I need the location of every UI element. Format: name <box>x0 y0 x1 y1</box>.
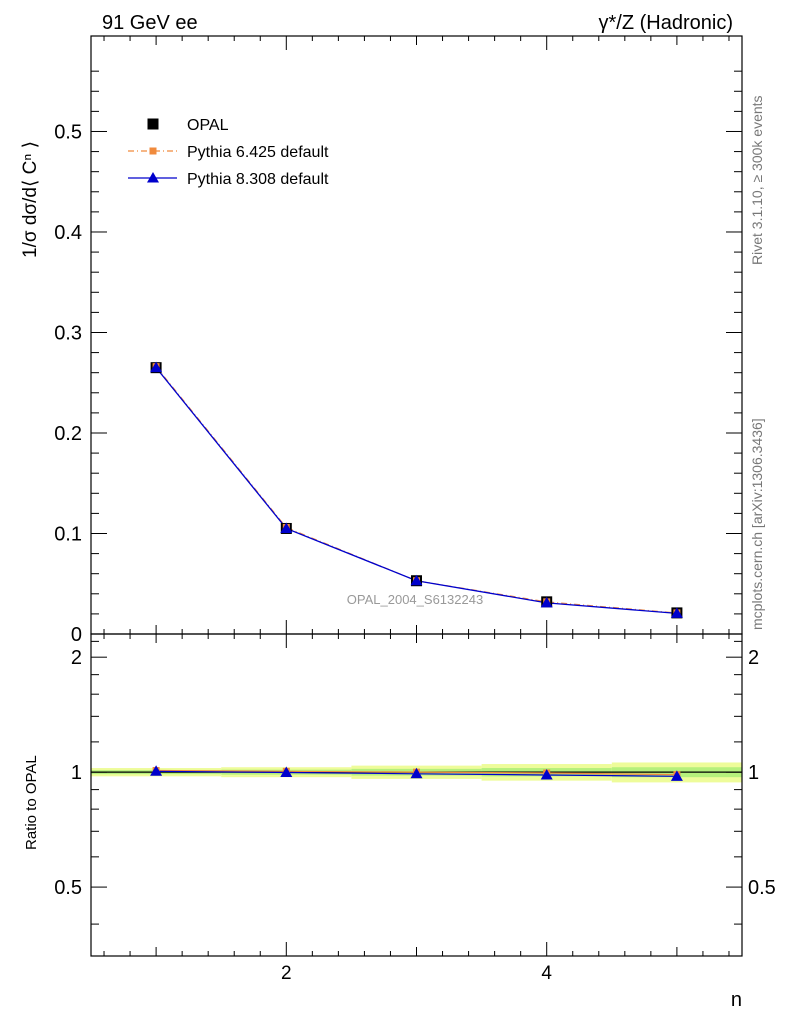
main-y-tick-label: 0.5 <box>54 121 82 143</box>
main-y-tick-label: 0 <box>71 624 82 646</box>
x-tick-label: 2 <box>281 963 292 984</box>
axis-ticks: 2 4 0 0.1 0.2 0.3 0.4 0.5 0.5 0.5 1 1 2 2 <box>54 36 776 984</box>
main-point <box>280 522 293 533</box>
ratio-y-tick-label: 2 <box>71 647 82 669</box>
ratio-y-tick-label: 0.5 <box>54 877 82 899</box>
main-point <box>670 607 683 618</box>
ratio-point <box>150 765 163 776</box>
legend-marker <box>147 118 159 130</box>
x-axis-title: n <box>731 989 742 1011</box>
main-point <box>410 574 423 586</box>
legend-label: OPAL <box>187 117 229 134</box>
main-ylabel: 1/σ dσ/d⟨ Cⁿ ⟩ <box>20 141 41 258</box>
legend-marker <box>149 147 157 155</box>
main-point <box>540 596 553 608</box>
mcplots-label: mcplots.cern.ch [arXiv:1306.3436] <box>749 418 765 630</box>
x-tick-label: 4 <box>541 963 552 984</box>
series-lines <box>155 366 677 777</box>
ratio-y-tick-label-right: 1 <box>748 762 759 784</box>
legend-label: Pythia 8.308 default <box>187 171 329 188</box>
legend-label: Pythia 6.425 default <box>187 144 329 161</box>
header-energy-label: 91 GeV ee <box>102 12 198 34</box>
rivet-label: Rivet 3.1.10, ≥ 300k events <box>749 95 765 265</box>
header-process-label: γ*/Z (Hadronic) <box>599 12 733 34</box>
main-y-tick-label: 0.3 <box>54 322 82 344</box>
ratio-point <box>280 766 293 777</box>
legend-marker <box>147 172 159 183</box>
ratio-ylabel: Ratio to OPAL <box>23 755 40 850</box>
main-y-tick-label: 0.4 <box>54 222 82 244</box>
ratio-point <box>410 767 423 779</box>
ratio-panel-frame <box>90 633 743 957</box>
legend: OPAL Pythia 6.425 default Pythia 8.308 def… <box>128 117 329 188</box>
analysis-tag: OPAL_2004_S6132243 <box>347 592 483 607</box>
series-markers <box>150 361 683 781</box>
ratio-point <box>670 770 683 781</box>
main-y-tick-label: 0.2 <box>54 423 82 445</box>
ratio-y-tick-label: 1 <box>71 762 82 784</box>
ratio-y-tick-label-right: 2 <box>748 647 759 669</box>
main-point <box>150 361 163 373</box>
ratio-point <box>540 768 553 780</box>
ratio-y-tick-label-right: 0.5 <box>748 877 776 899</box>
main-y-tick-label: 0.1 <box>54 523 82 545</box>
